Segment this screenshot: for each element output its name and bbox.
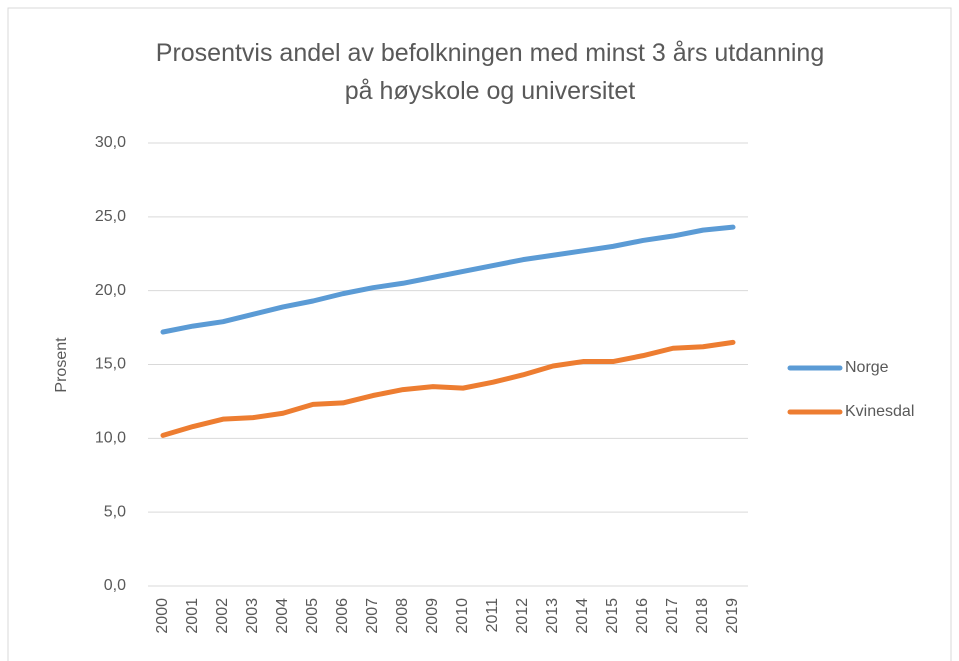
x-tick-label: 2018 (694, 598, 711, 634)
y-tick-label: 0,0 (104, 577, 126, 594)
x-tick-label: 2015 (604, 598, 621, 634)
chart-border (7, 7, 952, 661)
y-tick-label: 5,0 (104, 503, 126, 520)
x-tick-label: 2008 (394, 598, 411, 634)
x-tick-label: 2011 (484, 598, 501, 633)
series-line (160, 224, 736, 335)
y-axis-label: Prosent (53, 337, 70, 393)
chart-title: Prosentvis andel av befolkningen med min… (155, 39, 825, 105)
y-tick-label: 10,0 (95, 430, 126, 447)
x-tick-label: 2016 (634, 598, 651, 634)
x-tick-label: 2012 (514, 598, 531, 634)
x-tick-label: 2002 (214, 598, 231, 634)
y-tick-label: 15,0 (95, 356, 126, 373)
legend-label: Kvinesdal (845, 403, 914, 420)
x-tick-label: 2013 (544, 598, 561, 634)
x-tick-label: 2001 (184, 598, 201, 634)
x-tick-label: 2014 (574, 598, 591, 634)
series-line (160, 339, 736, 438)
x-tick-label: 2003 (244, 598, 261, 634)
x-tick-label: 2000 (154, 598, 171, 634)
x-tick-label: 2019 (724, 598, 741, 634)
x-tick-label: 2007 (364, 598, 381, 634)
y-tick-label: 20,0 (95, 282, 126, 299)
x-tick-label: 2006 (334, 598, 351, 634)
legend-label: Norge (845, 359, 889, 376)
x-tick-label: 2017 (664, 598, 681, 634)
x-tick-label: 2009 (424, 598, 441, 634)
y-tick-label: 30,0 (95, 134, 126, 151)
x-tick-label: 2005 (304, 598, 321, 634)
y-tick-label: 25,0 (95, 208, 126, 225)
x-tick-label: 2004 (274, 598, 291, 634)
x-tick-label: 2010 (454, 598, 471, 634)
